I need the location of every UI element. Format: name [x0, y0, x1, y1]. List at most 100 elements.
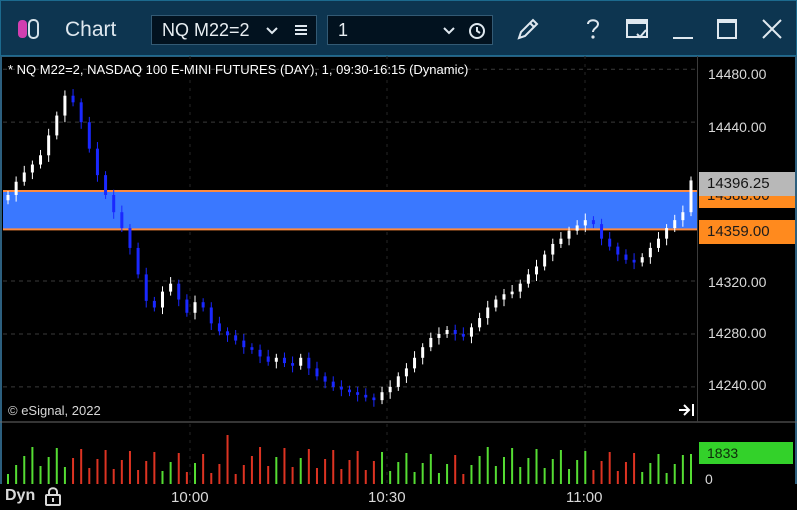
- candle-body: [372, 397, 376, 401]
- volume-bar: [177, 453, 180, 484]
- volume-bar: [96, 459, 99, 484]
- candle-body: [291, 363, 295, 366]
- volume-bar: [218, 464, 221, 484]
- candle-body: [250, 347, 254, 350]
- volume-bar: [502, 457, 505, 484]
- candle-body: [469, 327, 473, 337]
- volume-bar: [259, 447, 262, 484]
- go-to-end-icon[interactable]: [678, 402, 696, 418]
- candle-body: [226, 331, 230, 336]
- volume-bar: [31, 447, 34, 484]
- candle-body: [274, 357, 278, 362]
- time-tick: 10:00: [171, 489, 209, 506]
- time-axis[interactable]: [0, 484, 797, 510]
- volume-bar: [47, 457, 50, 484]
- template-icon[interactable]: [621, 13, 653, 45]
- candle-body: [388, 386, 392, 393]
- volume-bar: [543, 468, 546, 484]
- pencil-icon[interactable]: [512, 13, 544, 45]
- candle-body: [445, 329, 449, 334]
- candle-body: [567, 230, 571, 239]
- interval-value: 1: [338, 20, 349, 40]
- volume-bar: [397, 462, 400, 484]
- candle-body: [71, 95, 75, 103]
- lock-icon[interactable]: [43, 486, 63, 506]
- candle-body: [665, 228, 669, 239]
- candle-body: [55, 115, 59, 136]
- volume-bar: [145, 461, 148, 484]
- candle-body: [543, 254, 547, 267]
- menu-icon[interactable]: [294, 23, 308, 37]
- volume-bar: [72, 458, 75, 484]
- candle-body: [624, 254, 628, 260]
- candle-body: [461, 333, 465, 337]
- candle-body: [242, 340, 246, 348]
- price-tick: 14280.00: [708, 325, 767, 341]
- volume-bar: [356, 451, 359, 484]
- price-tick: 14440.00: [708, 119, 767, 135]
- candle-body: [364, 394, 368, 398]
- chevron-down-icon[interactable]: [263, 22, 281, 40]
- candle-body: [22, 172, 26, 182]
- volume-bar: [381, 452, 384, 484]
- candle-body: [160, 291, 164, 308]
- help-icon[interactable]: [577, 13, 609, 45]
- volume-bar: [576, 460, 579, 484]
- maximize-icon[interactable]: [711, 13, 743, 45]
- price-tick: 14320.00: [708, 274, 767, 290]
- minimize-icon[interactable]: [667, 13, 699, 45]
- candle-body: [681, 212, 685, 221]
- volume-bar: [137, 470, 140, 484]
- candle-body: [307, 357, 311, 369]
- clock-icon[interactable]: [468, 22, 486, 40]
- chevron-down-icon[interactable]: [440, 22, 458, 40]
- volume-zero-label: 0: [705, 471, 713, 487]
- candle-body: [258, 349, 262, 357]
- volume-bar: [299, 458, 302, 484]
- volume-bar: [657, 454, 660, 484]
- volume-bar: [234, 474, 237, 484]
- price-tick: 14480.00: [708, 66, 767, 82]
- window-title: Chart: [65, 18, 117, 41]
- volume-bar: [7, 474, 9, 484]
- chart-area[interactable]: [0, 56, 797, 510]
- price-axis[interactable]: [697, 56, 797, 422]
- candle-body: [128, 228, 132, 248]
- candle-body: [616, 246, 620, 255]
- candle-body: [217, 323, 221, 332]
- last-price-label: 14396.25: [699, 172, 795, 196]
- volume-bar: [592, 470, 595, 484]
- candle-body: [437, 333, 441, 338]
- time-tick: 11:00: [566, 489, 603, 506]
- volume-label: 1833: [699, 442, 793, 464]
- volume-bar: [600, 461, 603, 484]
- volume-bar: [462, 474, 465, 484]
- volume-bar: [421, 463, 424, 484]
- volume-bar: [429, 454, 432, 484]
- candle-body: [209, 307, 213, 324]
- volume-bar: [39, 466, 42, 484]
- candle-body: [591, 220, 595, 225]
- candle-body: [266, 356, 270, 362]
- volume-bar: [511, 448, 514, 484]
- dynamic-mode-label[interactable]: Dyn: [5, 487, 36, 504]
- candle-body: [201, 302, 205, 308]
- volume-bar: [649, 463, 652, 484]
- symbol-selector[interactable]: NQ M22=2: [151, 15, 317, 45]
- candle-body: [526, 274, 530, 284]
- candle-body: [47, 135, 51, 156]
- candle-body: [640, 257, 644, 263]
- candle-body: [648, 247, 652, 258]
- volume-bar: [267, 466, 270, 484]
- close-icon[interactable]: [756, 13, 788, 45]
- volume-bar: [23, 456, 26, 484]
- candle-body: [518, 283, 522, 292]
- candle-body: [120, 212, 124, 229]
- candle-body: [193, 302, 197, 313]
- interval-selector[interactable]: 1: [327, 15, 493, 45]
- volume-bar: [372, 461, 375, 484]
- candle-body: [331, 381, 335, 387]
- volume-bar: [55, 448, 58, 484]
- price-chart[interactable]: [0, 56, 797, 510]
- band-zone: [3, 191, 697, 230]
